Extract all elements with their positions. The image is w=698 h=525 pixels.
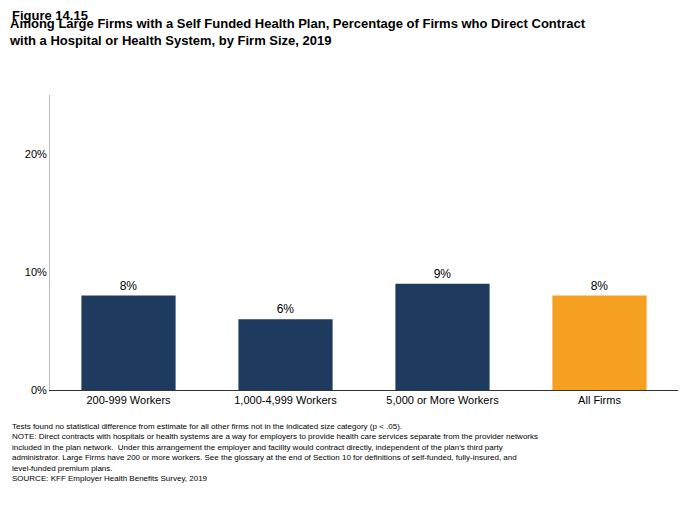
svg-text:All Firms: All Firms xyxy=(578,394,621,406)
svg-text:8%: 8% xyxy=(120,279,138,293)
svg-text:0%: 0% xyxy=(31,384,47,396)
svg-text:1,000-4,999 Workers: 1,000-4,999 Workers xyxy=(234,394,337,406)
svg-text:Figure 14.15: Figure 14.15 xyxy=(12,8,88,23)
svg-text:8%: 8% xyxy=(591,279,609,293)
svg-text:5,000 or More Workers: 5,000 or More Workers xyxy=(386,394,499,406)
svg-text:Among Large Firms with a Self: Among Large Firms with a Self Funded Hea… xyxy=(9,16,586,48)
svg-text:200-999 Workers: 200-999 Workers xyxy=(86,394,171,406)
svg-text:9%: 9% xyxy=(434,267,452,281)
svg-text:20%: 20% xyxy=(25,148,47,160)
svg-text:6%: 6% xyxy=(277,302,295,316)
svg-text:10%: 10% xyxy=(25,266,47,278)
svg-text:Tests found no statistical dif: Tests found no statistical difference fr… xyxy=(12,422,538,483)
